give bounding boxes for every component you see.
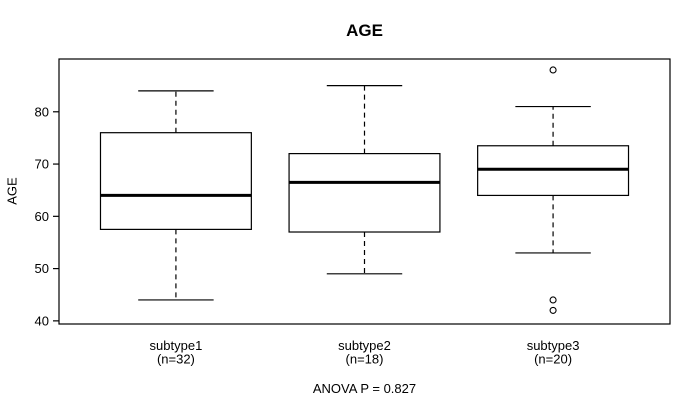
anova-annotation: ANOVA P = 0.827	[312, 381, 417, 396]
y-tick-label: 50	[35, 261, 49, 276]
outlier-point	[549, 296, 557, 304]
x-category-sublabel: (n=18)	[346, 352, 384, 367]
x-category-sublabel: (n=32)	[157, 352, 195, 367]
x-category-label: subtype3	[527, 338, 580, 353]
outlier-point	[549, 306, 557, 314]
chart-title: AGE	[346, 21, 383, 40]
x-category-label: subtype1	[150, 338, 203, 353]
y-tick-label: 60	[35, 209, 49, 224]
y-tick-label: 80	[35, 104, 49, 119]
y-tick-label: 40	[35, 313, 49, 328]
box-rect-subtype2	[288, 153, 441, 233]
x-category-sublabel: (n=20)	[534, 352, 572, 367]
x-category-label: subtype2	[338, 338, 391, 353]
outlier-point	[549, 66, 557, 74]
y-tick-label: 70	[35, 157, 49, 172]
plot-frame	[58, 58, 671, 325]
box-rect-subtype1	[99, 132, 252, 230]
